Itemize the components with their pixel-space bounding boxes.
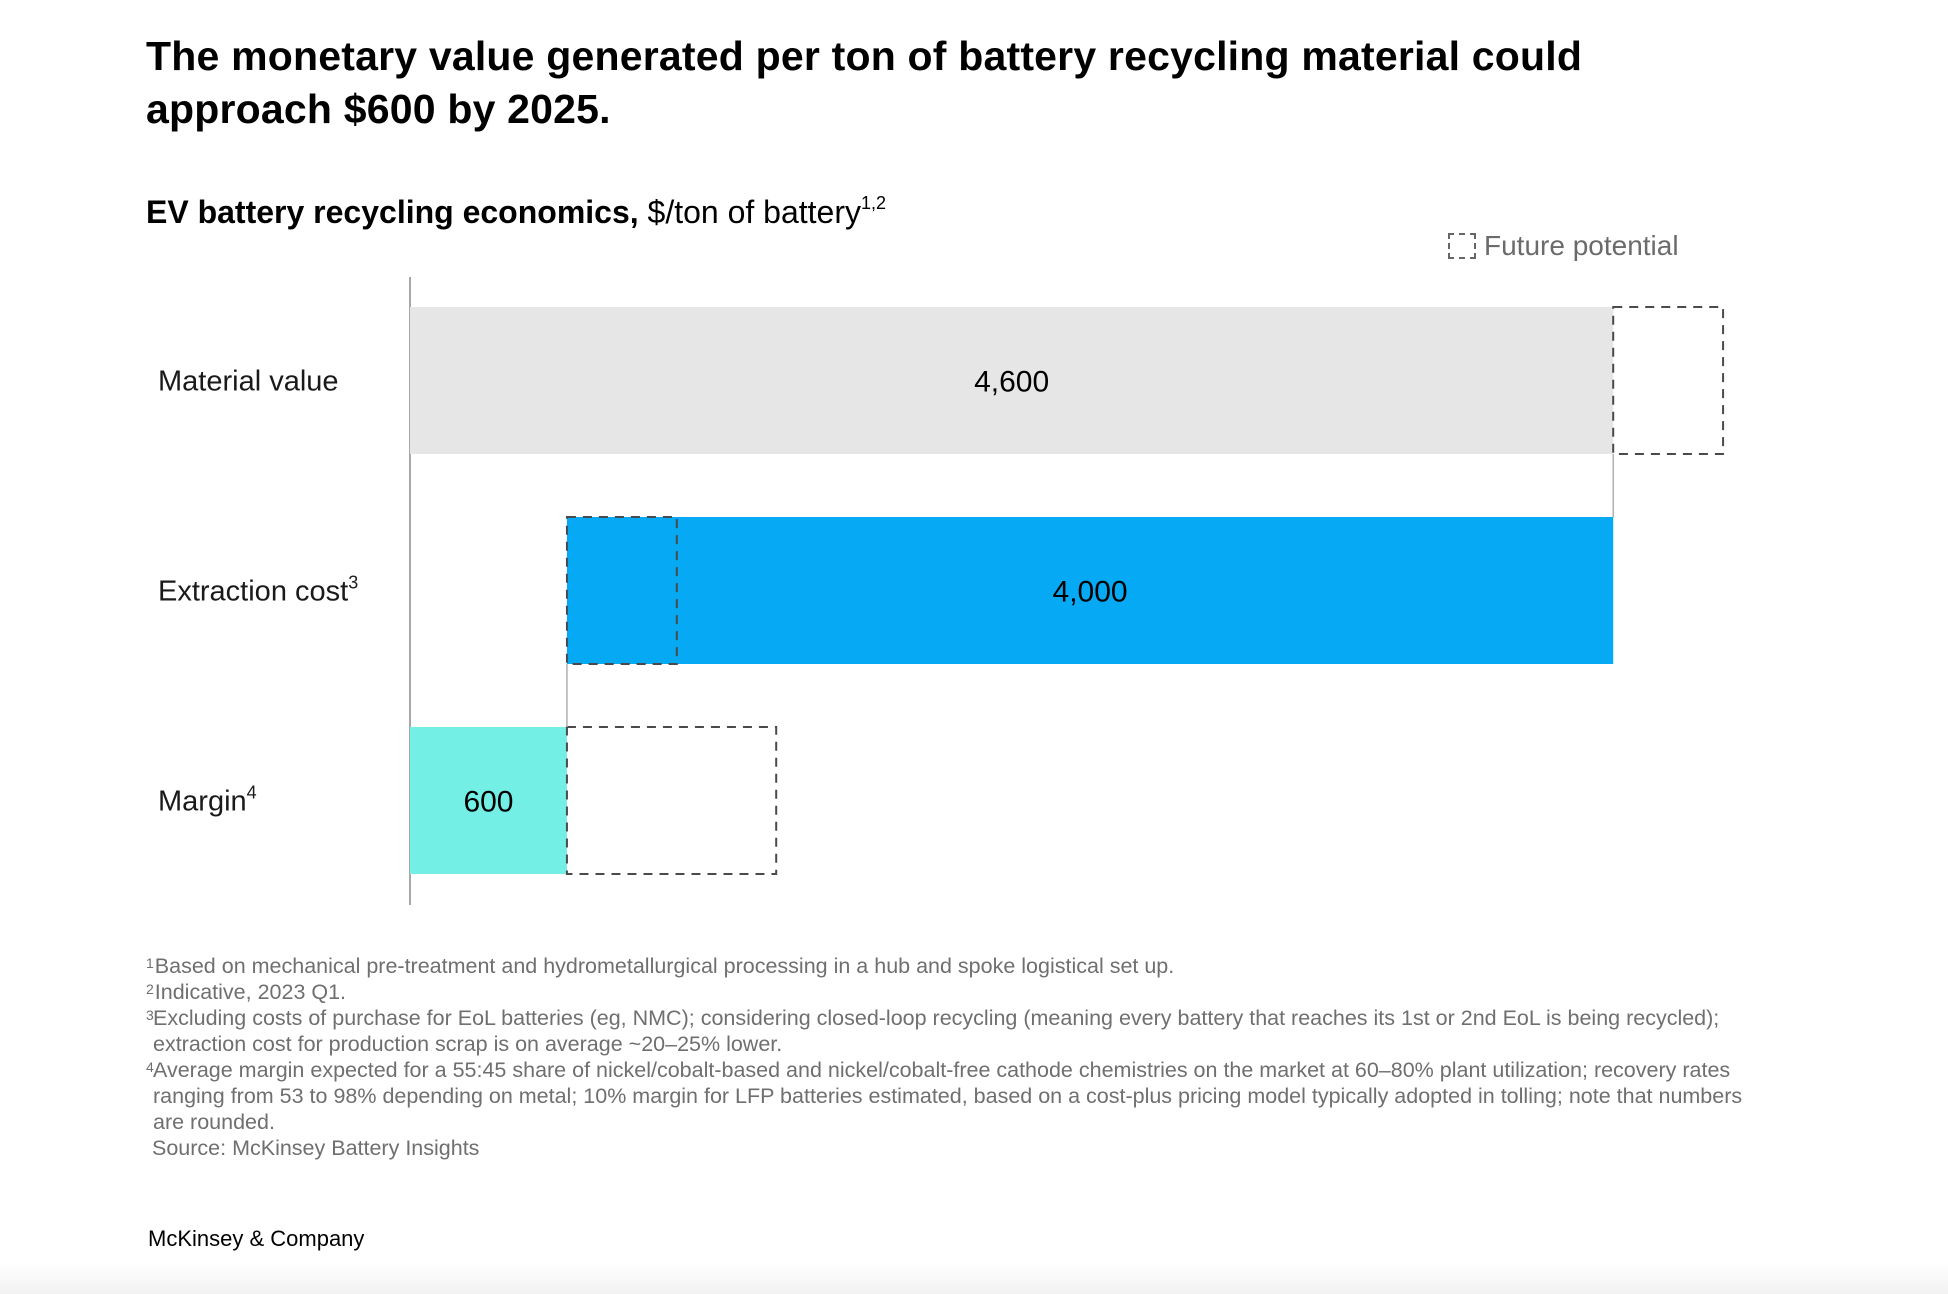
footnote-text: Indicative, 2023 Q1. (154, 980, 347, 1004)
footnote-3: 3 Excluding costs of purchase for EoL bat… (146, 1005, 1746, 1057)
legend-swatch-future-potential (1448, 233, 1476, 259)
footnote-mark: 4 (146, 1059, 154, 1075)
footnote-text: Based on mechanical pre-treatment and hy… (154, 954, 1175, 978)
chart-subtitle-bold: EV battery recycling economics, (146, 194, 639, 230)
value-label-material-value: 4,600 (974, 366, 1049, 399)
category-label-material-value: Material value (158, 366, 339, 398)
footnote-text: Average margin expected for a 55:45 shar… (153, 1058, 1743, 1134)
value-label-extraction-cost: 4,000 (1053, 576, 1128, 609)
future-potential-margin (565, 726, 778, 875)
footnote-2: 2 Indicative, 2023 Q1. (146, 979, 1746, 1005)
bottom-shade (0, 1262, 1948, 1294)
bar-extraction-cost (566, 517, 1614, 664)
future-potential-material-value (1612, 306, 1725, 455)
footnote-4: 4 Average margin expected for a 55:45 sha… (146, 1057, 1746, 1135)
future-potential-extraction-cost (565, 516, 678, 665)
footnote-mark: 1 (146, 955, 154, 971)
waterfall-chart: 4,600 Material value 4,000 Extraction cost3… (158, 277, 1725, 905)
chart-legend: Future potential (1448, 228, 1679, 264)
page-title: The monetary value generated per ton of … (146, 33, 1583, 132)
chart-subtitle: EV battery recycling economics, $/ton of… (146, 192, 886, 232)
chart-subtitle-footnote-ref: 1,2 (861, 193, 887, 213)
footnotes: 1 Based on mechanical pre-treatment and h… (146, 953, 1746, 1161)
chart-subtitle-unit: $/ton of battery (647, 194, 861, 230)
bar-material-value (410, 307, 1614, 454)
value-label-margin: 600 (463, 786, 513, 819)
source-note: Source: McKinsey Battery Insights (152, 1136, 480, 1160)
footnote-mark: 3 (146, 1007, 154, 1023)
legend-label-future-potential: Future potential (1484, 230, 1679, 261)
brand-logo-text: McKinsey & Company (148, 1226, 365, 1251)
footnote-mark: 2 (146, 981, 154, 997)
category-label-extraction-cost: Extraction cost3 (158, 573, 358, 608)
footnote-text: Excluding costs of purchase for EoL batt… (153, 1006, 1720, 1056)
footnote-1: 1 Based on mechanical pre-treatment and h… (146, 953, 1746, 979)
bar-margin (410, 727, 567, 874)
category-label-margin: Margin4 (158, 783, 257, 818)
